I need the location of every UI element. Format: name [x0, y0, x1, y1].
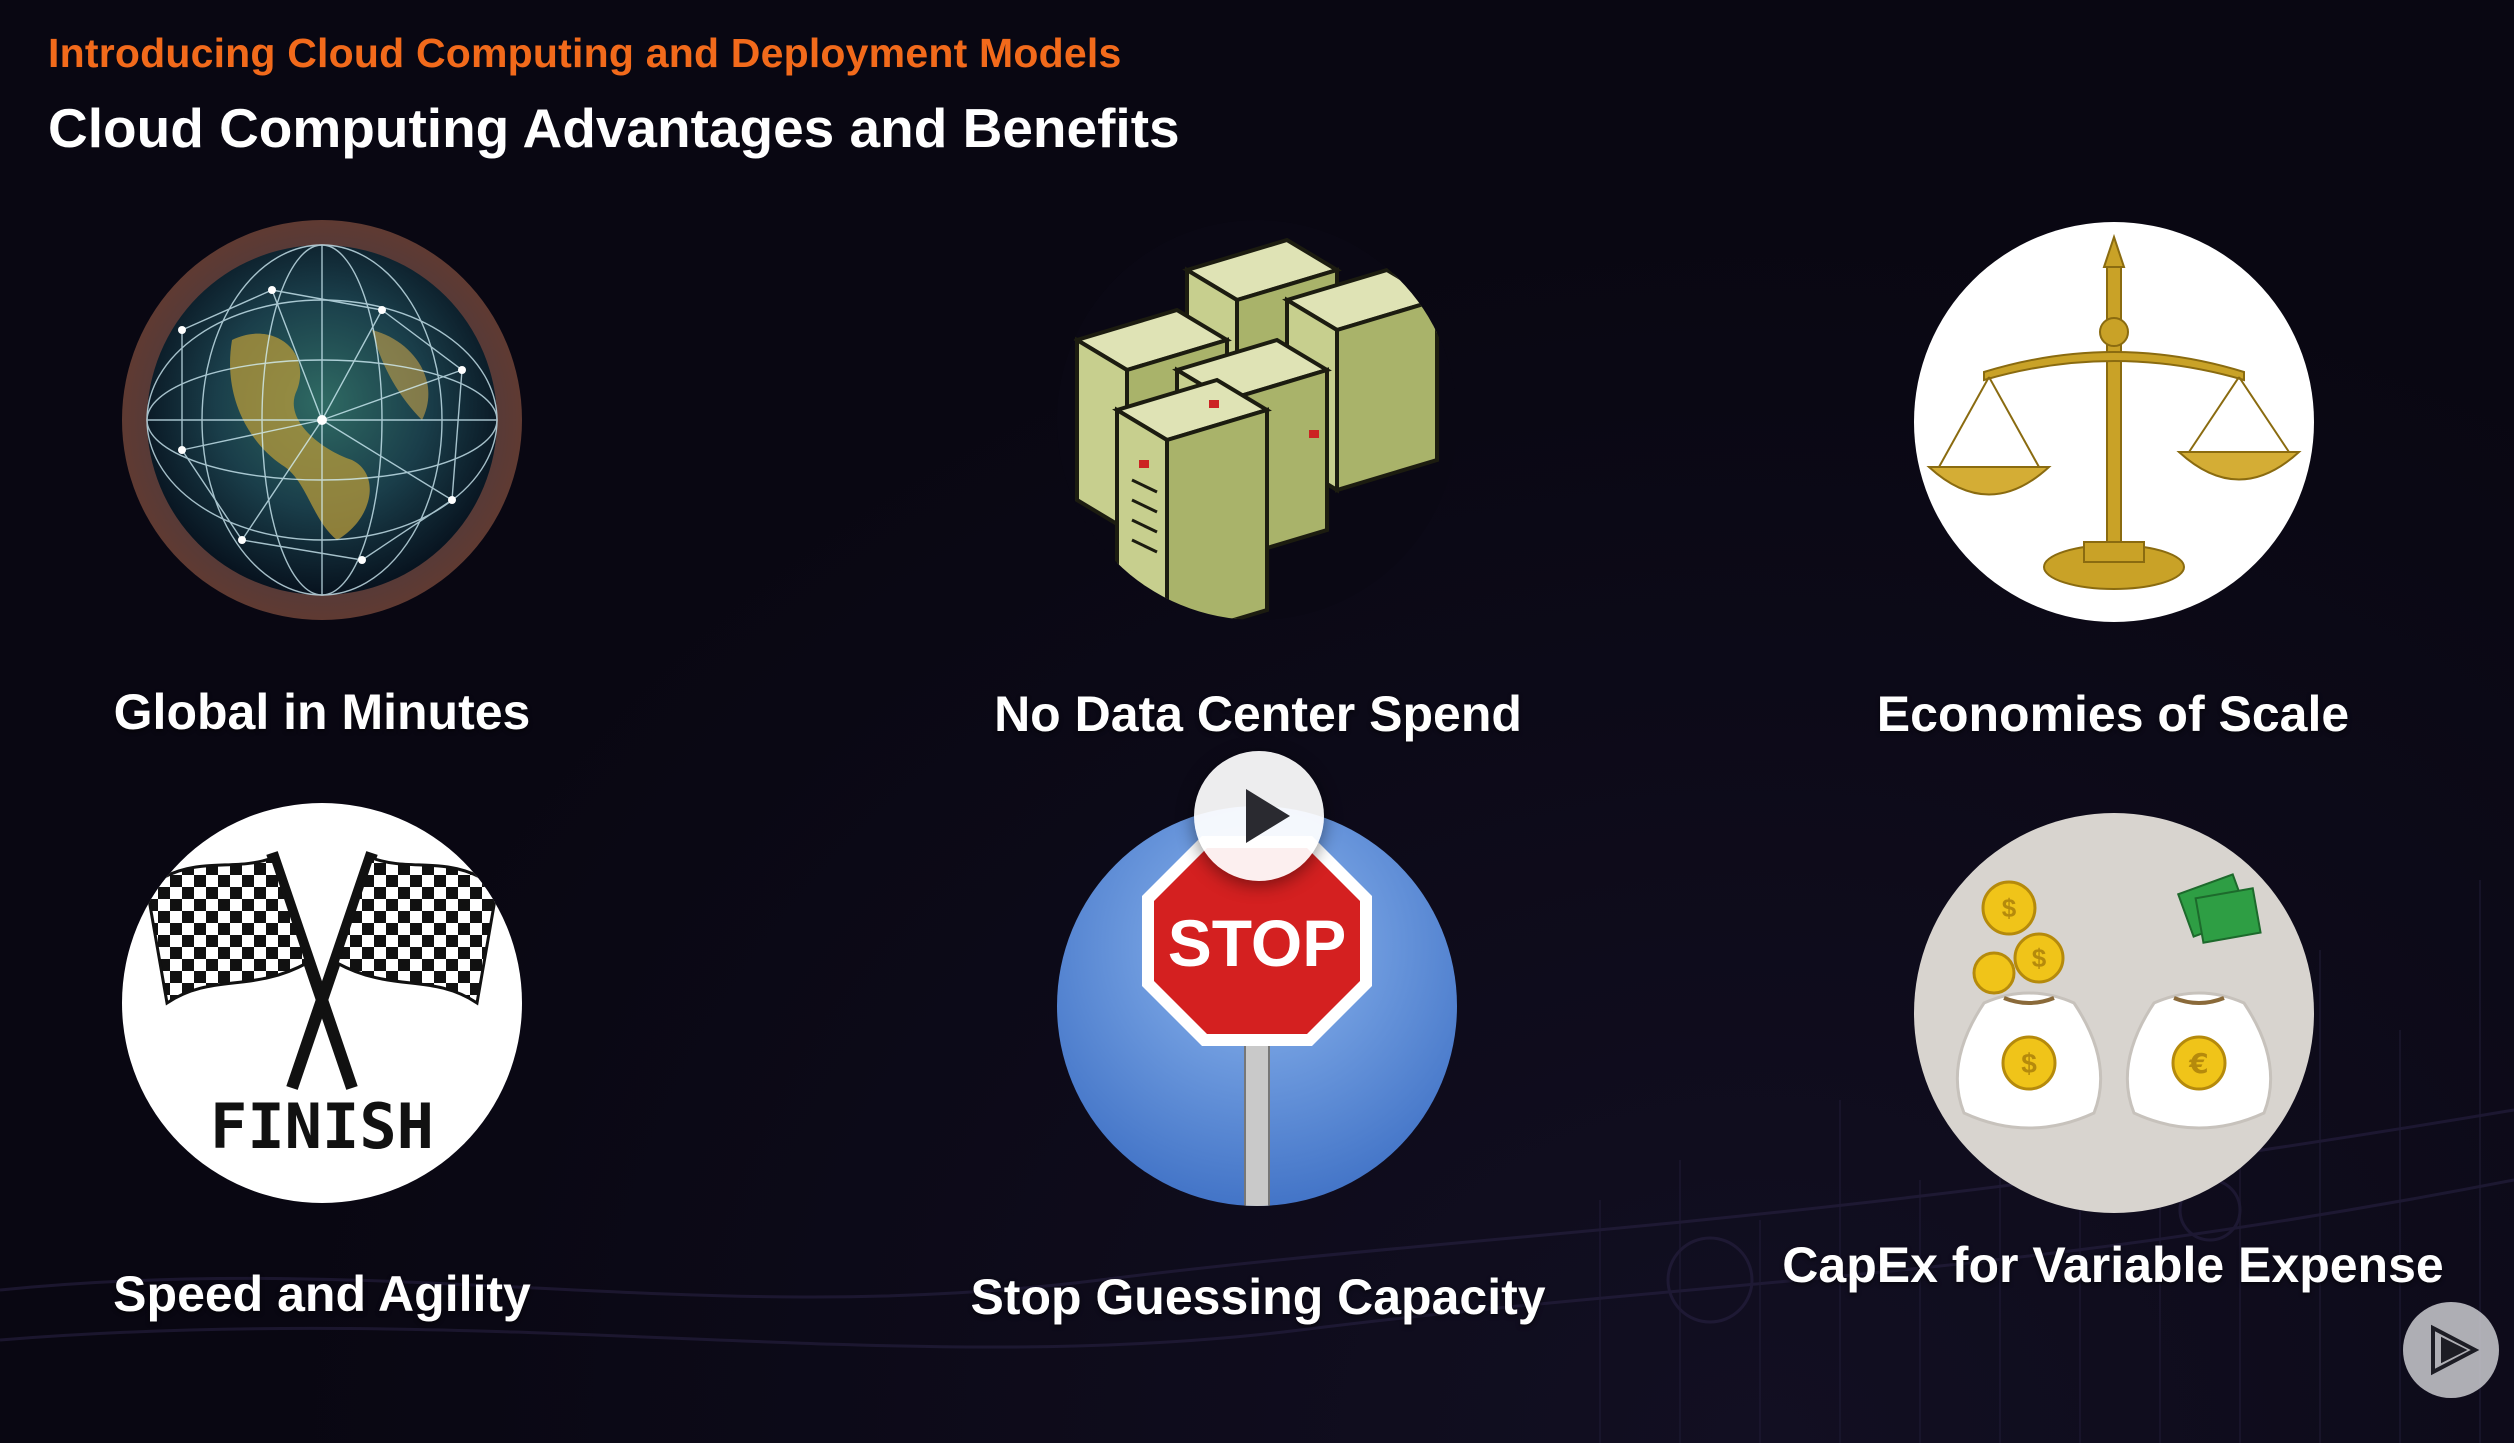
- svg-text:$: $: [2002, 893, 2017, 923]
- svg-text:€: €: [2188, 1047, 2208, 1080]
- benefit-label-data-center: No Data Center Spend: [994, 686, 1522, 742]
- benefit-label-global: Global in Minutes: [113, 684, 531, 740]
- benefit-label-capex: CapEx for Variable Expense: [1782, 1237, 2444, 1293]
- benefit-label-capacity: Stop Guessing Capacity: [970, 1269, 1546, 1325]
- finish-flags-icon: FINISH: [122, 803, 522, 1203]
- play-icon: [1246, 789, 1290, 843]
- slide-title: Cloud Computing Advantages and Benefits: [48, 97, 1180, 159]
- benefit-label-speed: Speed and Agility: [113, 1266, 531, 1322]
- balance-scale-icon: [1914, 222, 2314, 622]
- globe-network-icon: [122, 220, 522, 620]
- course-module-title: Introducing Cloud Computing and Deployme…: [48, 30, 1122, 76]
- pluralsight-logo-button[interactable]: [2403, 1302, 2499, 1398]
- servers-icon: [1057, 220, 1457, 620]
- benefit-label-economies: Economies of Scale: [1876, 686, 2350, 742]
- svg-text:$: $: [2021, 1048, 2037, 1079]
- svg-text:$: $: [2032, 943, 2047, 973]
- money-bags-icon: $ $ $ €: [1914, 813, 2314, 1213]
- pluralsight-logo-icon: [2431, 1324, 2480, 1376]
- play-button[interactable]: [1194, 751, 1324, 881]
- finish-text: FINISH: [210, 1090, 434, 1163]
- stop-text: STOP: [1168, 906, 1347, 980]
